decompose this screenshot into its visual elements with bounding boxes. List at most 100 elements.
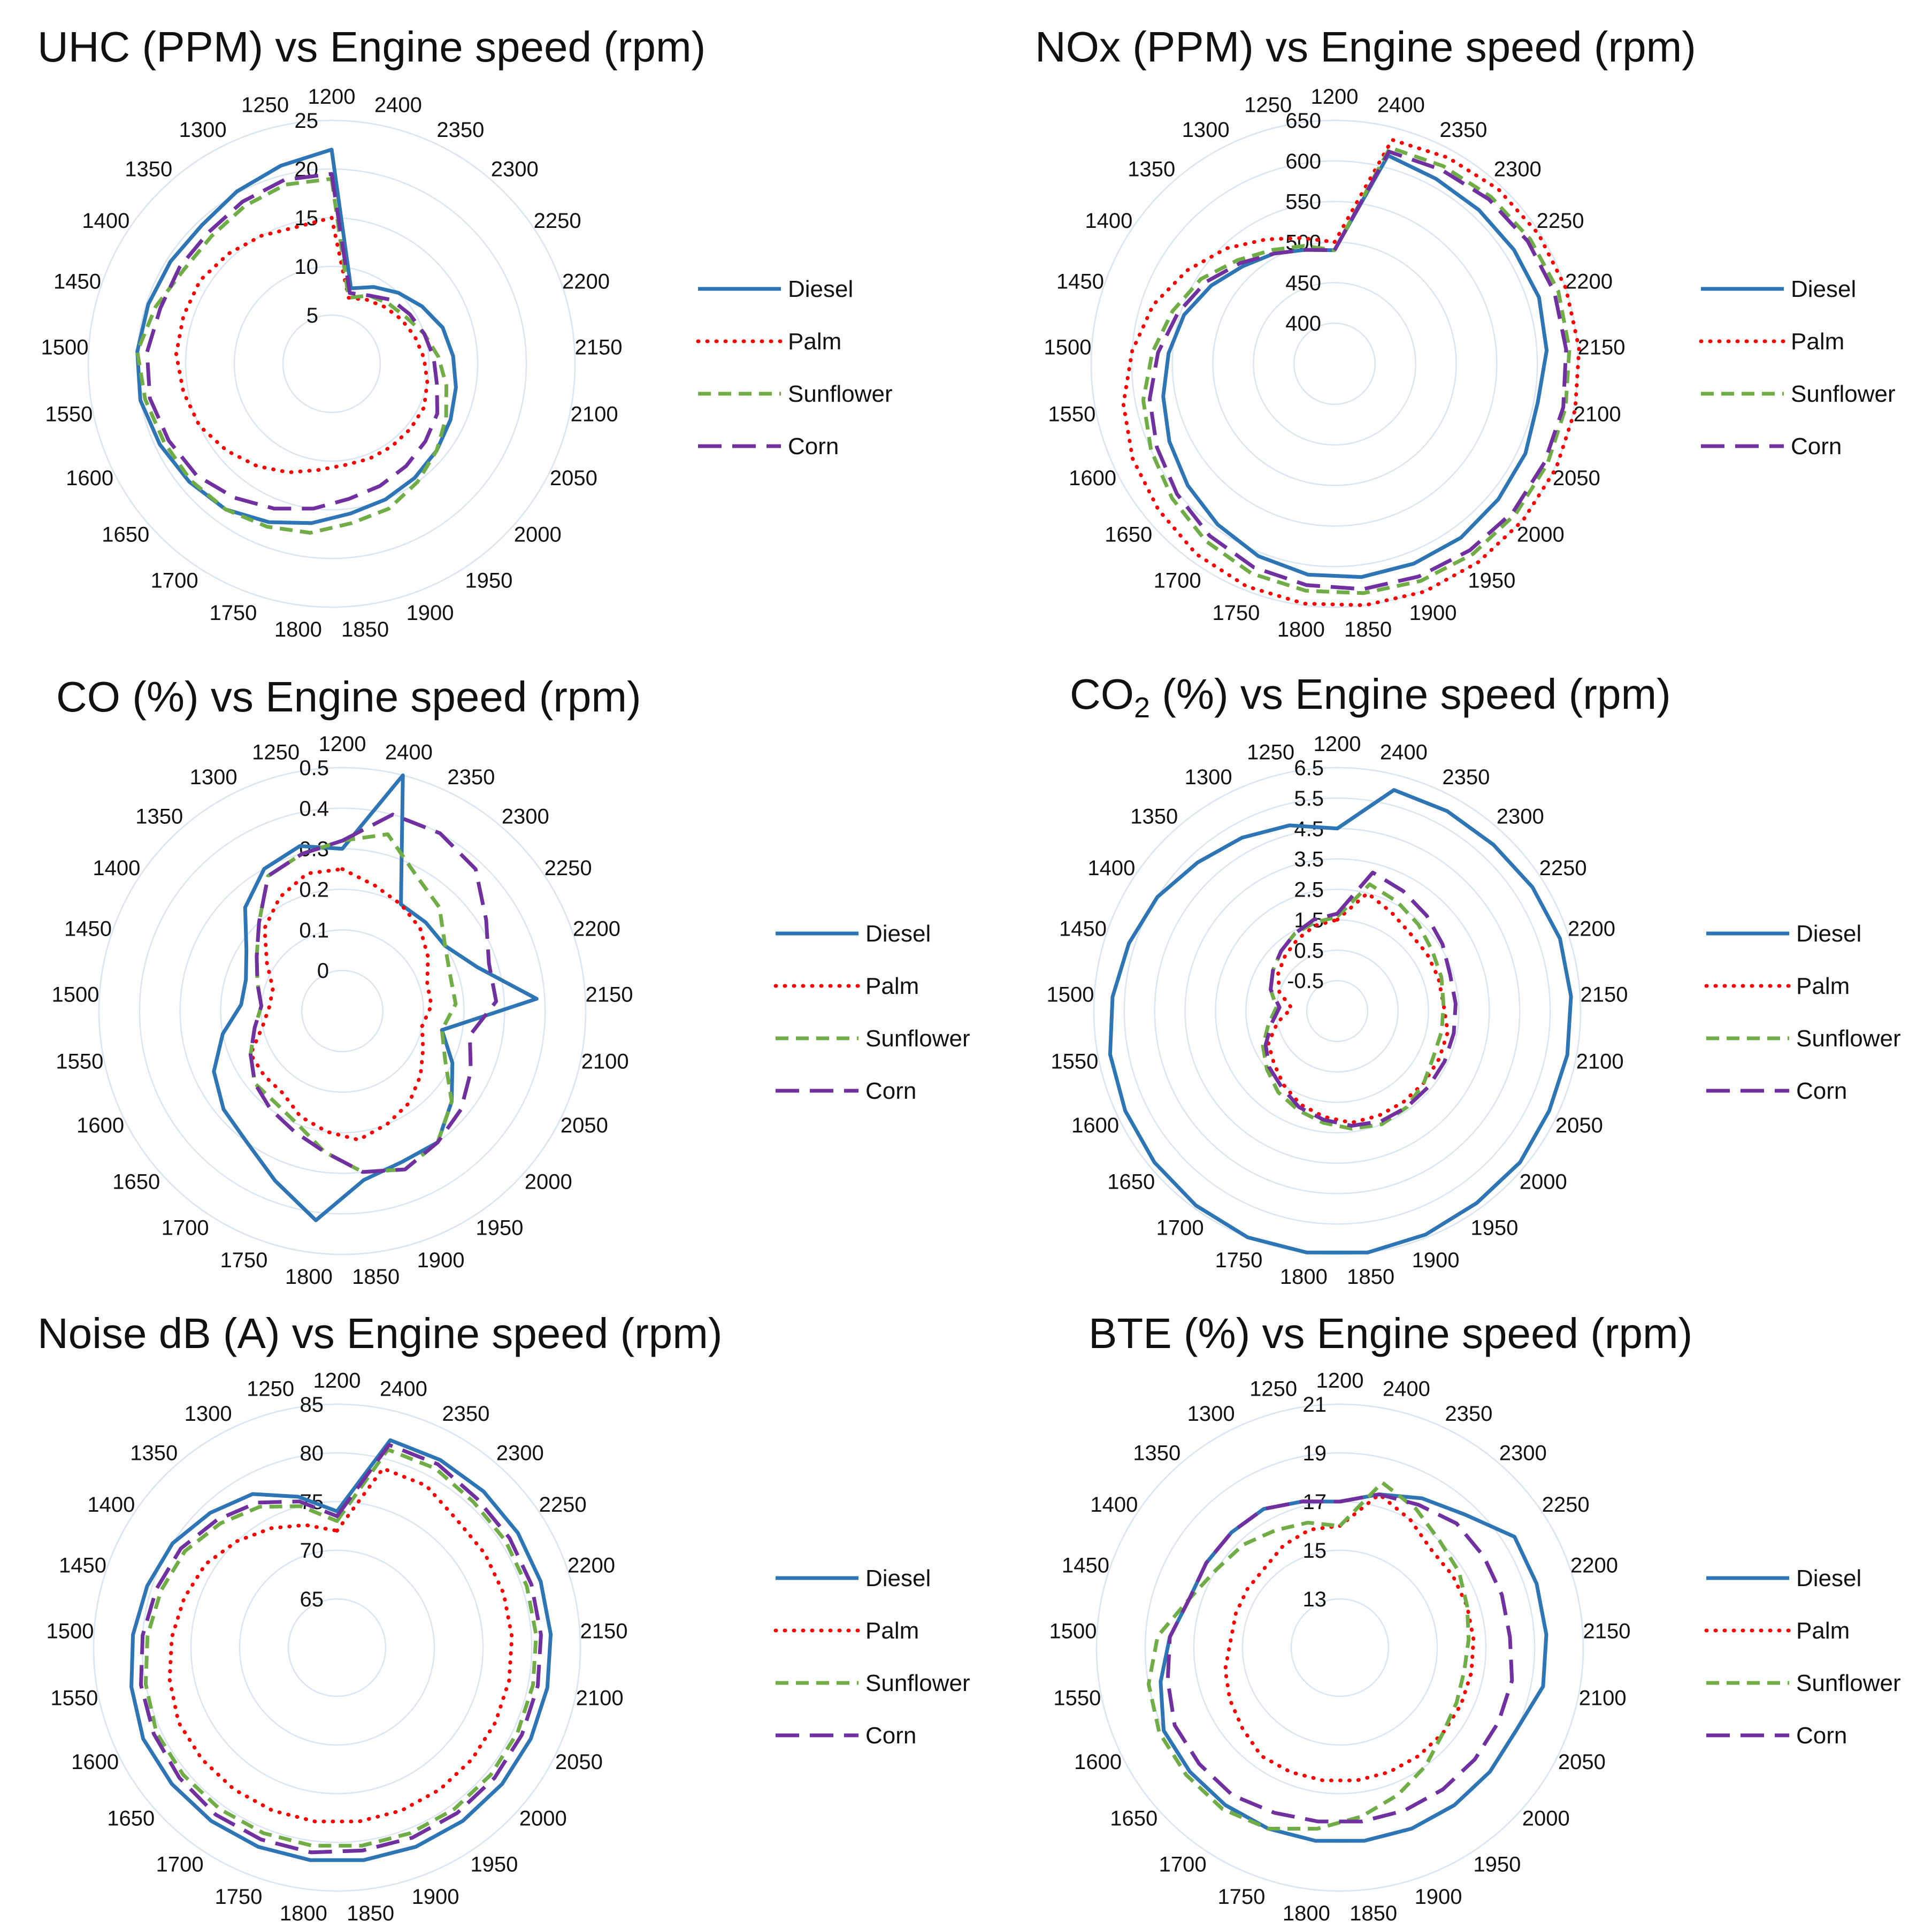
spoke-label: 1800 (274, 618, 322, 641)
spoke-label: 1250 (1244, 94, 1292, 117)
spoke-label: 2350 (436, 118, 484, 142)
spoke-label: 1350 (1130, 805, 1178, 829)
legend: Diesel Palm Sunflower Corn (1704, 921, 1901, 1104)
series-sunflower (135, 177, 448, 535)
spoke-label: 2250 (539, 1493, 587, 1517)
series-corn (249, 813, 499, 1174)
series-sunflower (143, 1448, 538, 1848)
radial-tick-label: 70 (300, 1539, 324, 1563)
spoke-label: 2100 (1574, 403, 1621, 426)
legend-label-corn: Corn (1796, 1723, 1847, 1749)
spoke-label: 1850 (1347, 1265, 1394, 1289)
spoke-label: 2100 (1579, 1687, 1627, 1710)
grid-ring (179, 848, 505, 1174)
spoke-label: 1600 (66, 466, 113, 490)
spoke-label: 1500 (41, 336, 88, 359)
spoke-label: 1450 (53, 270, 101, 293)
spoke-label: 1200 (319, 732, 366, 756)
spoke-label: 1850 (1344, 618, 1392, 641)
grid-ring (220, 889, 465, 1134)
spoke-label: 2300 (491, 158, 539, 181)
spoke-label: 1200 (313, 1369, 361, 1392)
spoke-label: 1900 (417, 1249, 465, 1272)
radial-tick-label: 0 (317, 959, 329, 983)
spoke-label: 2300 (502, 805, 549, 829)
legend-label-palm: Palm (865, 973, 919, 999)
spoke-label: 1600 (1069, 466, 1116, 490)
radar-chart-4: CO2 (%) vs Engine speed (rpm) -0.5 0.5 1.5 2… (1046, 670, 1900, 1289)
spoke-label: 1450 (64, 917, 112, 940)
spoke-label: 1600 (1071, 1114, 1119, 1137)
spoke-label: 1200 (1314, 732, 1361, 756)
spoke-label: 1550 (1048, 403, 1095, 426)
legend-label-diesel: Diesel (1796, 1565, 1861, 1591)
grid-ring (1131, 160, 1538, 568)
series-palm (1266, 891, 1450, 1125)
spoke-label: 2400 (1377, 94, 1425, 117)
spoke-label: 1800 (280, 1902, 327, 1925)
spoke-label: 1850 (1350, 1902, 1397, 1925)
spoke-label: 1450 (1062, 1553, 1109, 1577)
spoke-label: 1350 (1133, 1442, 1180, 1465)
spoke-label: 2300 (496, 1442, 544, 1465)
spoke-label: 2350 (1442, 766, 1490, 789)
spoke-label: 1650 (112, 1170, 160, 1194)
spoke-label: 1750 (1215, 1249, 1262, 1272)
legend-label-sunflower: Sunflower (865, 1670, 970, 1696)
spoke-label: 2350 (447, 766, 495, 789)
spoke-label: 1850 (341, 618, 389, 641)
radial-tick-label: 19 (1303, 1442, 1327, 1465)
spoke-label: 2200 (562, 270, 610, 293)
series-corn (1147, 149, 1568, 591)
grid-ring (1171, 201, 1498, 527)
spoke-label: 2400 (1383, 1377, 1430, 1401)
radial-tick-label: 21 (1303, 1393, 1327, 1417)
legend-label-palm: Palm (1796, 973, 1850, 999)
spoke-label: 1500 (1049, 1620, 1097, 1643)
grid-ring (301, 969, 384, 1053)
radial-tick-label: 3.5 (1294, 848, 1324, 871)
spoke-label: 2050 (550, 466, 597, 490)
legend-label-corn: Corn (1791, 433, 1842, 460)
spoke-label: 2400 (1380, 741, 1428, 764)
series-corn (1166, 1492, 1514, 1824)
radial-tick-label: 6.5 (1294, 756, 1324, 780)
series-palm (167, 1466, 514, 1824)
radial-tick-label: 0.2 (299, 878, 329, 902)
series-palm (249, 867, 433, 1142)
spoke-label: 2100 (576, 1687, 624, 1710)
grid-ring (136, 168, 527, 560)
grid-ring (1093, 767, 1582, 1256)
spoke-label: 1800 (1280, 1265, 1328, 1289)
legend-label-diesel: Diesel (1796, 921, 1861, 947)
spoke-label: 2050 (555, 1750, 603, 1774)
grid-ring-outer (1090, 119, 1579, 608)
grid-ring-outer (93, 1403, 581, 1892)
spoke-label: 2150 (580, 1620, 628, 1643)
spoke-label: 2050 (561, 1114, 608, 1137)
series-palm (174, 216, 430, 474)
radial-tick-label: 5.5 (1294, 787, 1324, 810)
grid-ring (239, 1549, 435, 1746)
grid-ring-outer (1093, 767, 1582, 1256)
spoke-label: 2100 (581, 1050, 629, 1074)
radial-tick-label: 400 (1285, 312, 1321, 335)
radial-tick-label: 0.1 (299, 918, 329, 942)
spoke-label: 1950 (465, 569, 512, 593)
spoke-label: 2000 (1517, 523, 1565, 547)
spoke-label: 1400 (87, 1493, 135, 1517)
spoke-label: 1200 (1316, 1369, 1364, 1392)
legend-label-diesel: Diesel (1791, 276, 1856, 302)
spoke-label: 1900 (412, 1885, 459, 1909)
chart-title: CO (%) vs Engine speed (rpm) (56, 673, 641, 721)
radial-tick-label: 13 (1303, 1588, 1327, 1611)
radial-tick-label: 15 (1303, 1539, 1327, 1563)
legend-label-corn: Corn (1796, 1078, 1847, 1104)
spoke-label: 1300 (190, 766, 237, 789)
spoke-label: 1400 (82, 209, 129, 233)
spoke-label: 2150 (575, 336, 623, 359)
legend-label-palm: Palm (1791, 328, 1844, 355)
radial-tick-label: 550 (1285, 190, 1321, 214)
spoke-label: 2150 (1581, 983, 1628, 1007)
spoke-label: 1750 (1212, 601, 1260, 625)
